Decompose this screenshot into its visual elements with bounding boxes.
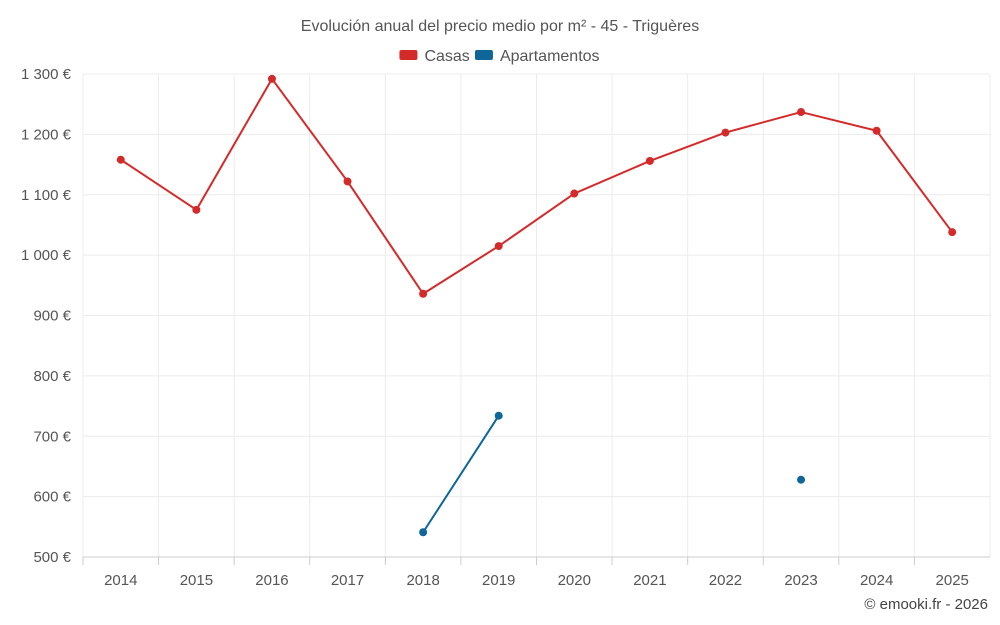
credit-text: © emooki.fr - 2026 (864, 596, 988, 613)
y-tick-label: 500 € (33, 549, 71, 566)
chart-title: Evolución anual del precio medio por m² … (301, 18, 699, 35)
y-tick-label: 1 300 € (21, 66, 72, 83)
data-point-casas-2020[interactable] (570, 189, 579, 198)
x-tick-label: 2020 (558, 572, 591, 589)
series-lines (120, 77, 954, 533)
x-tick-label: 2021 (633, 572, 666, 589)
x-tick-label: 2015 (180, 572, 213, 589)
legend: Casas Apartamentos (399, 48, 600, 65)
x-gridlines (82, 74, 991, 557)
data-point-casas-2017[interactable] (343, 177, 352, 186)
data-point-casas-2021[interactable] (645, 156, 654, 165)
legend-swatch-casas[interactable] (399, 50, 418, 60)
x-tick-label: 2017 (331, 572, 364, 589)
data-point-apartamentos-2023[interactable] (797, 475, 806, 484)
data-point-casas-2015[interactable] (192, 205, 201, 214)
legend-label-apartamentos[interactable]: Apartamentos (500, 48, 600, 65)
x-tick-label: 2019 (482, 572, 515, 589)
data-point-casas-2016[interactable] (267, 74, 276, 83)
data-point-casas-2023[interactable] (797, 108, 806, 117)
x-tick-label: 2018 (406, 572, 439, 589)
y-tick-label: 1 200 € (21, 126, 72, 143)
x-tick-label: 2025 (936, 572, 969, 589)
y-axis-tick-labels: 500 € 600 € 700 € 800 € 900 € 1 000 € 1 100 € 1… (21, 66, 72, 566)
x-tick-label: 2024 (860, 572, 893, 589)
data-point-casas-2025[interactable] (948, 228, 957, 237)
series-line-casas (120, 77, 954, 295)
data-point-apartamentos-2019[interactable] (494, 411, 503, 420)
y-tick-label: 1 000 € (21, 247, 72, 264)
series-line-apartamentos (422, 415, 500, 533)
y-tick-label: 1 100 € (21, 187, 72, 204)
y-tick-label: 600 € (33, 489, 71, 506)
y-tick-label: 800 € (33, 368, 71, 385)
x-tick-label: 2022 (709, 572, 742, 589)
x-tick-label: 2014 (104, 572, 137, 589)
data-point-casas-2014[interactable] (116, 155, 125, 164)
x-tick-label: 2016 (255, 572, 288, 589)
legend-label-casas[interactable]: Casas (424, 48, 469, 65)
data-point-casas-2024[interactable] (872, 126, 881, 135)
x-tick-label: 2023 (784, 572, 817, 589)
legend-swatch-apartamentos[interactable] (474, 50, 493, 60)
data-point-casas-2022[interactable] (721, 128, 730, 137)
y-tick-label: 900 € (33, 308, 71, 325)
x-axis-tick-labels: 2014 2015 2016 2017 2018 2019 2020 2021 2022 2023… (82, 557, 969, 589)
data-point-apartamentos-2018[interactable] (419, 528, 428, 537)
y-tick-label: 700 € (33, 428, 71, 445)
data-point-casas-2019[interactable] (494, 242, 503, 251)
data-point-casas-2018[interactable] (419, 289, 428, 298)
series-points (116, 74, 957, 537)
